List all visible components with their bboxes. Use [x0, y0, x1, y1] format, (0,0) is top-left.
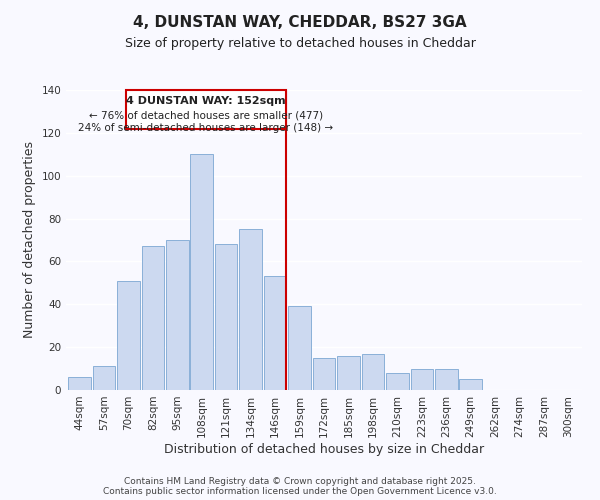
- Bar: [435, 368, 458, 390]
- Bar: [313, 358, 335, 390]
- Bar: [410, 368, 433, 390]
- Bar: [239, 230, 262, 390]
- Bar: [460, 380, 482, 390]
- Bar: [68, 377, 91, 390]
- Bar: [264, 276, 286, 390]
- Bar: [166, 240, 188, 390]
- Text: Size of property relative to detached houses in Cheddar: Size of property relative to detached ho…: [125, 38, 475, 51]
- Bar: [362, 354, 384, 390]
- Y-axis label: Number of detached properties: Number of detached properties: [23, 142, 36, 338]
- Bar: [215, 244, 238, 390]
- Bar: [288, 306, 311, 390]
- Text: Contains public sector information licensed under the Open Government Licence v3: Contains public sector information licen…: [103, 488, 497, 496]
- FancyBboxPatch shape: [126, 90, 286, 128]
- Text: 4 DUNSTAN WAY: 152sqm: 4 DUNSTAN WAY: 152sqm: [126, 96, 286, 106]
- Text: 24% of semi-detached houses are larger (148) →: 24% of semi-detached houses are larger (…: [79, 123, 334, 133]
- Bar: [142, 246, 164, 390]
- Bar: [92, 366, 115, 390]
- X-axis label: Distribution of detached houses by size in Cheddar: Distribution of detached houses by size …: [164, 442, 484, 456]
- Bar: [337, 356, 360, 390]
- Bar: [386, 373, 409, 390]
- Text: ← 76% of detached houses are smaller (477): ← 76% of detached houses are smaller (47…: [89, 110, 323, 120]
- Text: 4, DUNSTAN WAY, CHEDDAR, BS27 3GA: 4, DUNSTAN WAY, CHEDDAR, BS27 3GA: [133, 15, 467, 30]
- Bar: [117, 280, 140, 390]
- Bar: [190, 154, 213, 390]
- Text: Contains HM Land Registry data © Crown copyright and database right 2025.: Contains HM Land Registry data © Crown c…: [124, 478, 476, 486]
